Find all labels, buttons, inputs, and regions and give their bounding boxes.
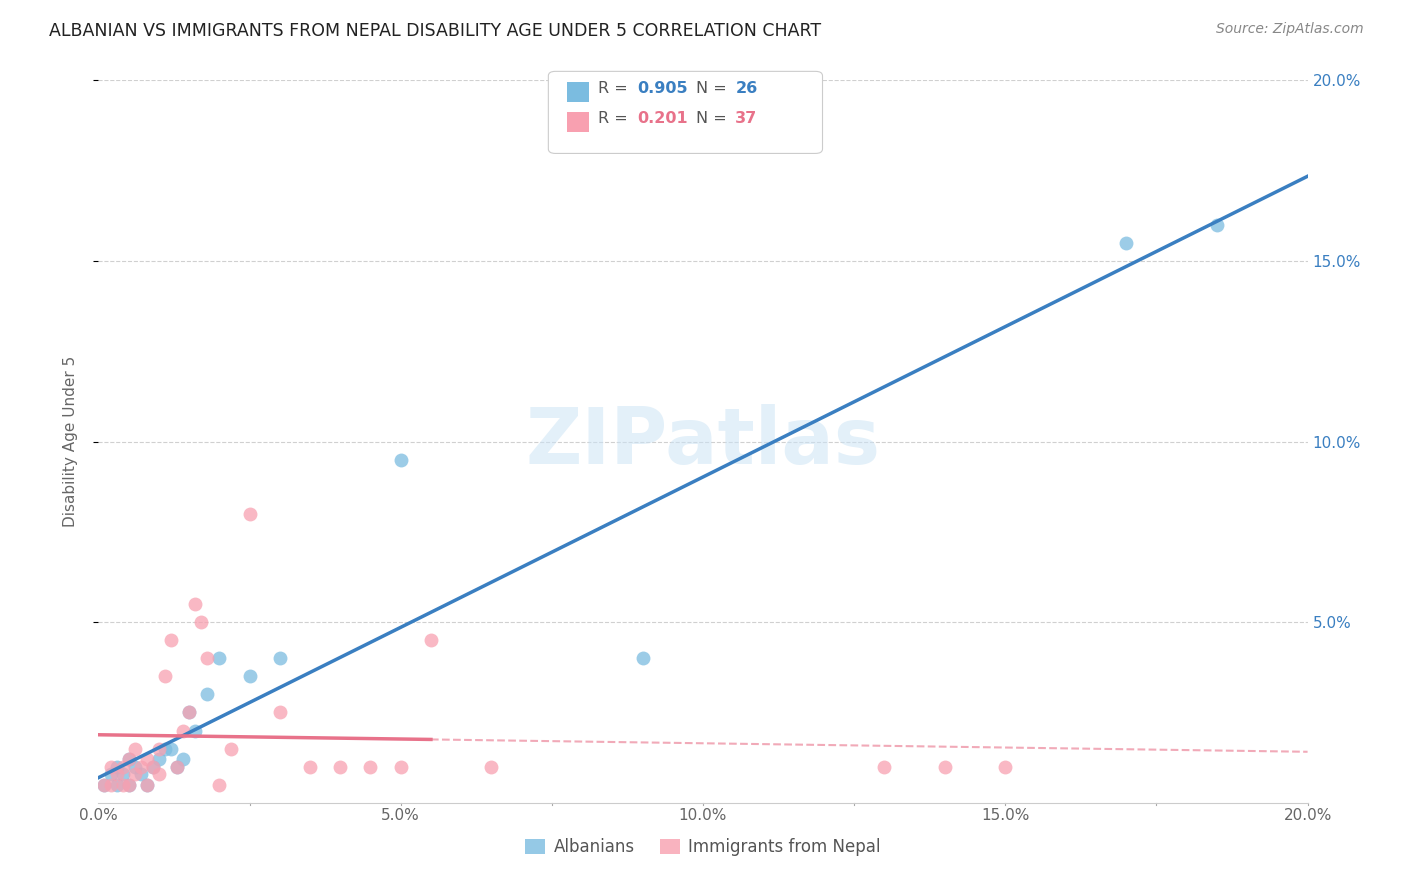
Point (160, 633, 183, 648)
Point (148, 741, 170, 756)
Point (269, 706, 291, 720)
Text: R =: R = (598, 112, 633, 126)
Text: ZIPatlas: ZIPatlas (526, 403, 880, 480)
Text: 26: 26 (735, 81, 758, 95)
Point (190, 615, 212, 630)
Point (221, 741, 243, 756)
Point (389, 452, 412, 467)
Point (184, 723, 207, 738)
Point (118, 752, 141, 766)
Point (166, 760, 188, 774)
Text: Source: ZipAtlas.com: Source: ZipAtlas.com (1216, 22, 1364, 37)
Legend: Albanians, Immigrants from Nepal: Albanians, Immigrants from Nepal (519, 831, 887, 863)
Point (124, 767, 146, 781)
Point (135, 752, 157, 766)
Point (100, 778, 122, 792)
Point (389, 760, 412, 774)
Text: 0.905: 0.905 (637, 81, 688, 95)
Text: N =: N = (696, 81, 733, 95)
Point (153, 669, 176, 683)
Y-axis label: Disability Age Under 5: Disability Age Under 5 (63, 356, 77, 527)
Point (179, 706, 201, 720)
Point (129, 767, 152, 781)
Text: N =: N = (696, 112, 733, 126)
Point (208, 651, 231, 665)
Point (420, 633, 443, 648)
Point (100, 760, 122, 774)
Point (124, 760, 146, 774)
Point (118, 778, 141, 792)
Point (172, 723, 194, 738)
Point (239, 669, 262, 683)
Point (195, 651, 218, 665)
Point (172, 752, 194, 766)
Point (1115, 235, 1137, 250)
Point (481, 760, 503, 774)
Point (299, 760, 322, 774)
Point (111, 760, 134, 774)
Point (184, 597, 207, 611)
Point (118, 752, 141, 766)
Point (105, 778, 128, 792)
Point (360, 760, 382, 774)
Point (105, 760, 128, 774)
Point (1206, 218, 1229, 232)
Point (195, 687, 218, 701)
Point (100, 767, 122, 781)
Point (208, 778, 231, 792)
Point (105, 767, 128, 781)
Point (166, 760, 188, 774)
Text: ALBANIAN VS IMMIGRANTS FROM NEPAL DISABILITY AGE UNDER 5 CORRELATION CHART: ALBANIAN VS IMMIGRANTS FROM NEPAL DISABI… (49, 22, 821, 40)
Point (135, 778, 157, 792)
Point (934, 760, 956, 774)
Point (118, 778, 141, 792)
Point (269, 651, 291, 665)
Point (873, 760, 896, 774)
Point (148, 767, 170, 781)
Point (111, 767, 134, 781)
Point (93, 778, 115, 792)
Point (135, 778, 157, 792)
Point (631, 651, 654, 665)
Point (129, 760, 152, 774)
Text: 0.201: 0.201 (637, 112, 688, 126)
Point (148, 752, 170, 766)
Point (142, 760, 165, 774)
Point (160, 741, 183, 756)
Point (329, 760, 352, 774)
Point (239, 507, 262, 521)
Text: R =: R = (598, 81, 633, 95)
Point (142, 760, 165, 774)
Point (93, 778, 115, 792)
Point (111, 778, 134, 792)
Text: 37: 37 (735, 112, 758, 126)
Point (179, 706, 201, 720)
Point (124, 741, 146, 756)
Point (153, 741, 176, 756)
Point (994, 760, 1017, 774)
